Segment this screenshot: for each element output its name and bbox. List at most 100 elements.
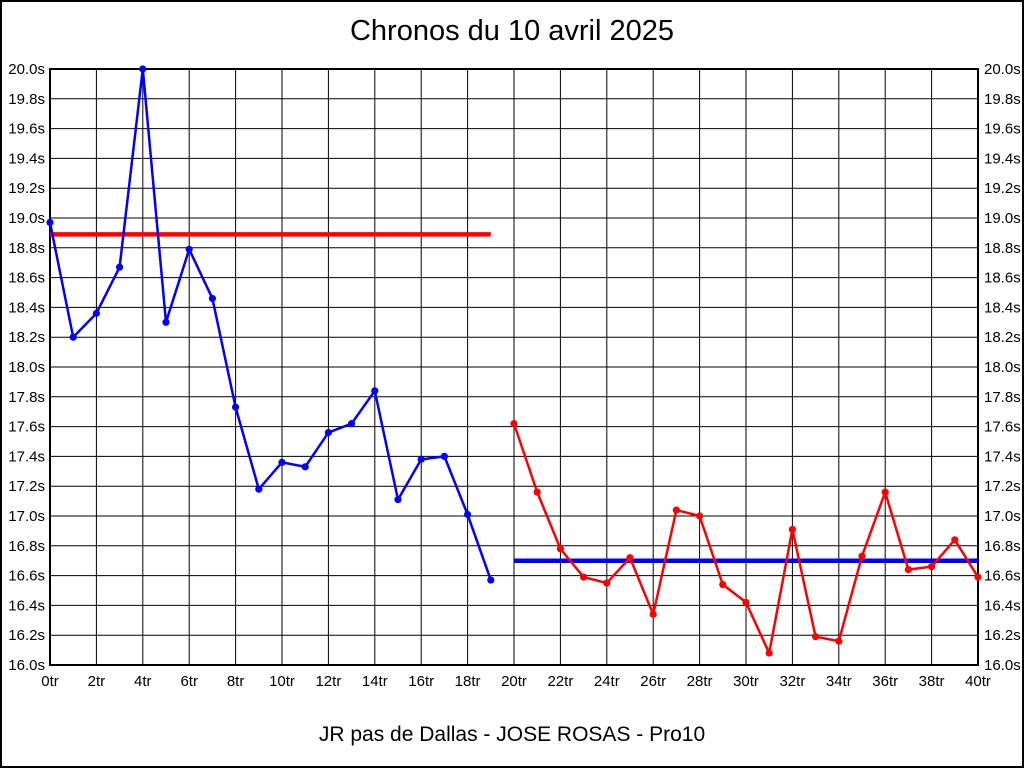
- laps-session-2-red-point: [765, 649, 773, 657]
- y-axis-tick-label-right: 18.2s: [984, 329, 1021, 346]
- y-axis-tick-label-right: 17.6s: [984, 419, 1021, 436]
- x-axis-tick-label: 20tr: [501, 673, 527, 690]
- x-axis-tick-label: 32tr: [779, 673, 805, 690]
- y-axis-tick-label-left: 18.2s: [8, 329, 45, 346]
- y-axis-tick-label-right: 18.0s: [984, 359, 1021, 376]
- y-axis-tick-label-left: 19.4s: [8, 150, 45, 167]
- x-axis-tick-label: 18tr: [455, 673, 481, 690]
- laps-session-1-blue-point: [440, 452, 448, 460]
- y-axis-tick-label-right: 20.0s: [984, 61, 1021, 78]
- laps-session-2-red-point: [696, 512, 704, 520]
- laps-session-1-blue-point: [394, 496, 402, 504]
- x-axis-tick-label: 16tr: [408, 673, 434, 690]
- chart-caption: JR pas de Dallas - JOSE ROSAS - Pro10: [318, 723, 706, 746]
- y-axis-tick-label-right: 19.2s: [984, 180, 1021, 197]
- y-axis-tick-label-right: 16.6s: [984, 568, 1021, 585]
- x-axis-tick-label: 34tr: [826, 673, 852, 690]
- y-axis-tick-label-right: 18.4s: [984, 299, 1021, 316]
- y-axis-tick-label-right: 16.0s: [984, 657, 1021, 674]
- laps-session-1-blue-point: [348, 420, 356, 428]
- y-axis-tick-label-left: 16.8s: [8, 538, 45, 555]
- laps-session-2-red-point: [510, 420, 518, 428]
- y-axis-tick-label-right: 16.8s: [984, 538, 1021, 555]
- y-axis-tick-label-right: 17.4s: [984, 448, 1021, 465]
- y-axis-tick-label-left: 16.0s: [8, 657, 45, 674]
- y-axis-tick-label-right: 17.0s: [984, 508, 1021, 525]
- laps-session-1-blue-point: [232, 403, 240, 411]
- y-axis-tick-label-right: 19.0s: [984, 210, 1021, 227]
- y-axis-tick-label-left: 17.2s: [8, 478, 45, 495]
- y-axis-tick-label-left: 16.4s: [8, 597, 45, 614]
- x-axis-tick-label: 24tr: [594, 673, 620, 690]
- x-axis-tick-label: 26tr: [640, 673, 666, 690]
- y-axis-tick-label-left: 19.2s: [8, 180, 45, 197]
- laps-session-1-blue-point: [464, 510, 472, 519]
- plot-border: [49, 68, 979, 666]
- laps-session-2-red-point: [951, 536, 959, 544]
- x-axis-tick-label: 38tr: [919, 673, 945, 690]
- y-axis-tick-label-left: 18.8s: [8, 240, 45, 257]
- x-axis-tick-label: 0tr: [41, 673, 59, 690]
- laps-session-2-red-point: [812, 633, 820, 641]
- laps-session-2-red-point: [533, 488, 541, 496]
- laps-session-1-blue-point: [324, 428, 332, 437]
- x-axis-tick-label: 30tr: [733, 673, 759, 690]
- laps-session-2-red-point: [603, 579, 611, 587]
- y-axis-tick-label-left: 17.0s: [8, 508, 45, 525]
- y-axis-tick-label-left: 18.6s: [8, 270, 45, 287]
- laps-session-2-red-point: [835, 637, 843, 645]
- laps-session-1-blue-point: [185, 245, 193, 253]
- y-axis-tick-label-right: 18.6s: [984, 270, 1021, 287]
- laps-session-1-blue-point: [116, 263, 124, 271]
- y-axis-tick-label-right: 19.4s: [984, 150, 1021, 167]
- y-axis-tick-label-right: 17.2s: [984, 478, 1021, 495]
- y-axis-tick-label-right: 17.8s: [984, 389, 1021, 406]
- y-axis-tick-label-right: 16.2s: [984, 627, 1021, 644]
- x-axis-tick-label: 12tr: [315, 673, 341, 690]
- laps-session-2-red-point: [649, 610, 657, 618]
- laps-session-2-red-point: [580, 573, 588, 581]
- x-axis-tick-label: 36tr: [872, 673, 898, 690]
- laps-session-2-red-point: [974, 573, 982, 581]
- x-axis-tick-label: 10tr: [269, 673, 295, 690]
- y-axis-tick-label-left: 20.0s: [8, 61, 45, 78]
- x-axis-tick-label: 28tr: [687, 673, 713, 690]
- y-axis-tick-label-left: 17.4s: [8, 448, 45, 465]
- laps-session-1-blue-line: [48, 67, 493, 582]
- laps-session-2-red-point: [556, 545, 565, 553]
- laps-session-1-blue-point: [487, 576, 495, 584]
- x-axis-tick-label: 4tr: [134, 673, 152, 690]
- laps-session-2-red-point: [719, 580, 727, 589]
- y-axis-tick-label-left: 18.0s: [8, 359, 45, 376]
- laps-session-2-red-point: [788, 525, 797, 534]
- laps-session-2-red-point: [626, 554, 634, 562]
- y-axis-tick-label-left: 16.2s: [8, 627, 45, 644]
- x-axis-tick-label: 8tr: [227, 673, 245, 690]
- y-axis-tick-label-right: 19.8s: [984, 91, 1021, 108]
- y-axis-tick-label-left: 17.8s: [8, 389, 45, 406]
- x-axis-tick-label: 22tr: [547, 673, 573, 690]
- y-axis-tick-label-left: 18.4s: [8, 299, 45, 316]
- laps-session-1-blue-point: [301, 463, 309, 471]
- y-axis-tick-label-left: 19.0s: [8, 210, 45, 227]
- x-axis-tick-label: 2tr: [88, 673, 106, 690]
- laps-session-1-blue-point: [69, 333, 77, 341]
- laps-session-2-red-point: [881, 488, 889, 496]
- laps-session-1-blue-point: [208, 294, 216, 303]
- laps-session-1-blue-point: [92, 309, 100, 317]
- laps-session-1-blue-point: [162, 318, 170, 326]
- laps-session-2-red-point: [742, 598, 750, 607]
- y-axis-tick-label-right: 18.8s: [984, 240, 1021, 257]
- x-axis-tick-label: 40tr: [965, 673, 991, 690]
- laps-session-1-blue-point: [278, 458, 286, 466]
- laps-session-2-red-point: [672, 506, 681, 514]
- laps-session-1-blue-point: [417, 455, 425, 463]
- laps-session-1-blue-point: [371, 387, 379, 395]
- chart-title: Chronos du 10 avril 2025: [349, 15, 675, 47]
- y-axis-tick-label-left: 17.6s: [8, 419, 45, 436]
- y-axis-tick-label-left: 19.8s: [8, 91, 45, 108]
- y-axis-tick-label-right: 16.4s: [984, 597, 1021, 614]
- x-axis-tick-label: 14tr: [362, 673, 388, 690]
